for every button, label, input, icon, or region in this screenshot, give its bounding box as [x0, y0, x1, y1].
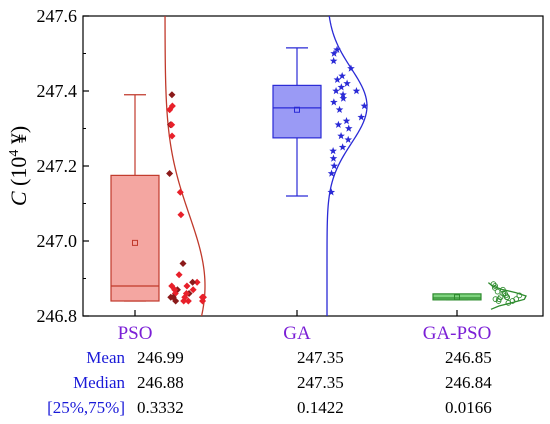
data-point	[168, 121, 176, 129]
data-point	[183, 282, 191, 290]
data-point	[176, 188, 184, 196]
data-point	[338, 72, 346, 80]
data-point	[189, 278, 197, 286]
data-point	[494, 288, 501, 295]
data-point	[344, 124, 353, 132]
distribution-curve	[326, 16, 368, 316]
data-point	[334, 120, 343, 128]
data-point	[329, 57, 338, 65]
data-point	[503, 294, 510, 301]
data-point	[347, 64, 355, 72]
data-point	[168, 91, 176, 99]
data-point	[505, 300, 512, 306]
series-pso	[110, 16, 207, 316]
data-point	[175, 271, 183, 279]
data-point	[492, 283, 498, 289]
data-point	[179, 260, 187, 267]
data-point	[343, 79, 351, 87]
data-point	[168, 132, 176, 140]
data-point	[344, 135, 353, 143]
data-point	[516, 292, 523, 299]
data-point	[337, 132, 345, 140]
data-point	[327, 169, 336, 177]
data-point	[352, 87, 361, 95]
data-point	[360, 102, 369, 110]
data-point	[492, 285, 498, 291]
data-point	[339, 90, 347, 98]
y-tick-label: 247.0	[37, 231, 78, 251]
series-ga	[272, 16, 369, 316]
y-axis-label: C (104 ¥)	[6, 126, 31, 206]
data-point	[495, 298, 502, 304]
distribution-curve	[487, 282, 527, 310]
mean-marker	[132, 239, 138, 246]
data-point	[333, 75, 342, 83]
data-point	[166, 170, 174, 177]
mean-marker	[454, 294, 460, 301]
distribution-curve	[164, 16, 206, 316]
data-point	[327, 188, 336, 196]
data-point	[180, 297, 188, 305]
data-point	[199, 297, 207, 305]
data-point	[333, 45, 341, 53]
data-point	[357, 113, 366, 121]
iqr-box	[272, 84, 322, 139]
x-category-label: PSO	[118, 323, 153, 344]
data-point	[338, 143, 347, 151]
mean-marker	[294, 106, 300, 113]
data-point	[189, 286, 197, 294]
data-point	[335, 105, 344, 113]
data-point	[330, 49, 338, 57]
y-tick-label: 247.2	[37, 156, 78, 176]
series-ga-pso	[432, 281, 527, 310]
data-point	[342, 117, 351, 125]
y-tick-label: 247.4	[37, 81, 78, 101]
data-point	[329, 154, 338, 162]
data-point	[184, 297, 192, 305]
data-point	[166, 106, 174, 114]
data-point	[177, 211, 185, 219]
data-point	[172, 297, 180, 305]
data-point	[330, 98, 338, 106]
y-tick-label: 247.6	[37, 6, 78, 26]
data-point	[329, 147, 337, 155]
data-point	[330, 162, 339, 170]
x-category-label: GA-PSO	[423, 323, 492, 344]
y-tick-label: 246.8	[37, 306, 78, 326]
x-category-label: GA	[283, 323, 311, 344]
data-point	[339, 94, 348, 102]
data-point	[337, 83, 346, 91]
iqr-box	[110, 174, 160, 302]
data-point	[193, 278, 201, 286]
data-point	[332, 87, 340, 95]
